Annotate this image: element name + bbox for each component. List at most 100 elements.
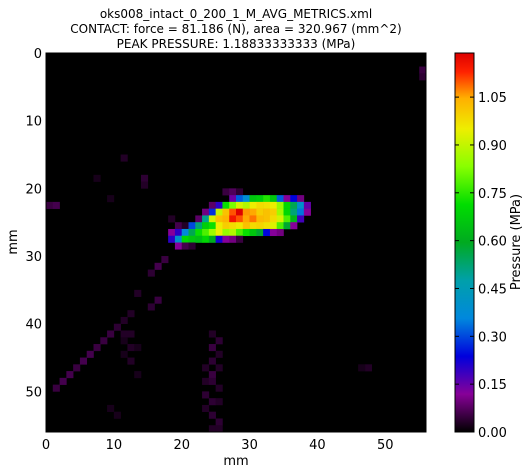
heatmap-cell	[208, 201, 216, 209]
heatmap-cell	[242, 208, 250, 216]
heatmap-cell	[195, 215, 203, 223]
heatmap-cell	[215, 201, 223, 209]
heatmap-cell	[93, 174, 101, 182]
heatmap-cell	[215, 425, 223, 433]
heatmap-cell	[236, 201, 244, 209]
heatmap-cell	[52, 384, 60, 392]
heatmap-cell	[168, 235, 176, 243]
heatmap-cell	[208, 398, 216, 406]
heatmap-cell	[256, 195, 264, 203]
heatmap-cell	[215, 398, 223, 406]
heatmap-cell	[222, 228, 230, 237]
heatmap-cell	[263, 208, 271, 216]
heatmap-cell	[215, 337, 223, 345]
heatmap-cell	[236, 228, 244, 237]
heatmap-cell	[208, 235, 216, 243]
colorbar-tick-label: 0.30	[478, 330, 507, 345]
heatmap-cell	[215, 350, 223, 358]
heatmap-cell	[236, 195, 244, 203]
heatmap-cell	[195, 228, 203, 237]
heatmap-cell	[236, 222, 244, 230]
heatmap-cell	[120, 350, 128, 358]
heatmap-cell	[269, 201, 278, 209]
heatmap-cell	[283, 208, 291, 216]
heatmap-cell	[242, 215, 250, 223]
heatmap-cell	[229, 235, 237, 243]
heatmap-cell	[290, 215, 298, 223]
heatmap-cell	[107, 330, 115, 338]
heatmap-cell	[202, 208, 210, 216]
heatmap-cell	[358, 364, 366, 372]
heatmap-cell	[290, 208, 298, 216]
heatmap-cell	[141, 174, 149, 182]
heatmap-cell	[134, 289, 142, 297]
heatmap-cell	[269, 208, 278, 216]
heatmap-cell	[120, 316, 128, 325]
heatmap-cell	[222, 208, 230, 216]
heatmap-cell	[127, 330, 135, 338]
heatmap-cell	[127, 344, 135, 352]
heatmap-cell	[242, 222, 250, 230]
heatmap-cell	[256, 215, 264, 223]
heatmap-cell	[215, 418, 223, 426]
heatmap-cell	[188, 222, 196, 230]
x-axis-ticks: 0 10 20 30 40 50	[42, 53, 394, 453]
heatmap-cell	[303, 208, 311, 216]
y-axis-ticks: 0 10 20 30 40 50	[25, 47, 426, 400]
colorbar-tick-label: 0.15	[478, 378, 507, 393]
heatmap-cell	[100, 337, 108, 345]
heatmap-cell	[229, 188, 237, 196]
heatmap-cell	[276, 215, 284, 223]
heatmap-cell	[188, 235, 196, 243]
heatmap-cell	[249, 228, 257, 237]
heatmap-cell	[283, 195, 291, 203]
heatmap-cell	[290, 201, 298, 209]
heatmap-cell	[236, 235, 244, 243]
heatmap-cell	[215, 228, 223, 237]
heatmap-cell	[303, 201, 311, 209]
heatmap-cell	[263, 215, 271, 223]
heatmap-cell	[161, 256, 169, 264]
heatmap-cell	[276, 201, 284, 209]
heatmap-cell	[269, 222, 278, 230]
heatmap-cell	[113, 411, 121, 419]
heatmap-cell	[52, 201, 60, 209]
y-tick-label: 0	[34, 47, 42, 62]
heatmap-cell	[276, 222, 284, 230]
heatmap-cell	[242, 195, 250, 203]
heatmap-cell	[263, 201, 271, 209]
heatmap-cell	[134, 344, 142, 352]
heatmap-cell	[290, 195, 298, 203]
heatmap-cell	[127, 357, 135, 365]
heatmap-cell	[249, 195, 257, 203]
heatmap-cell	[229, 201, 237, 209]
heatmap-cell	[202, 222, 210, 230]
heatmap-cell	[79, 357, 88, 365]
heatmap-cell	[236, 215, 244, 223]
heatmap-cell	[202, 364, 210, 372]
x-tick-label: 0	[42, 438, 50, 453]
heatmap-cell	[283, 201, 291, 209]
heatmap-cell	[222, 188, 230, 196]
heatmap-cell	[256, 201, 264, 209]
x-tick-label: 20	[173, 438, 190, 453]
heatmap-cell	[283, 215, 291, 223]
y-tick-label: 40	[25, 318, 42, 333]
heatmap-cell	[290, 222, 298, 230]
heatmap-cell	[202, 404, 210, 412]
heatmap-cell	[269, 215, 278, 223]
colorbar-label: Pressure (MPa)	[509, 194, 524, 290]
heatmap-cell	[269, 195, 278, 203]
heatmap-cell	[263, 228, 271, 237]
heatmap-cell	[174, 222, 183, 230]
heatmap-cell	[134, 371, 142, 379]
chart-title-line-2: CONTACT: force = 81.186 (N), area = 320.…	[70, 22, 401, 36]
heatmap-cell	[249, 208, 257, 216]
heatmap-cell	[276, 208, 284, 216]
heatmap-cell	[168, 215, 176, 223]
x-axis-label: mm	[223, 454, 248, 469]
heatmap-cell	[107, 195, 115, 203]
x-tick-label: 30	[241, 438, 258, 453]
heatmap-cell	[222, 235, 230, 243]
heatmap-cell	[297, 201, 305, 209]
